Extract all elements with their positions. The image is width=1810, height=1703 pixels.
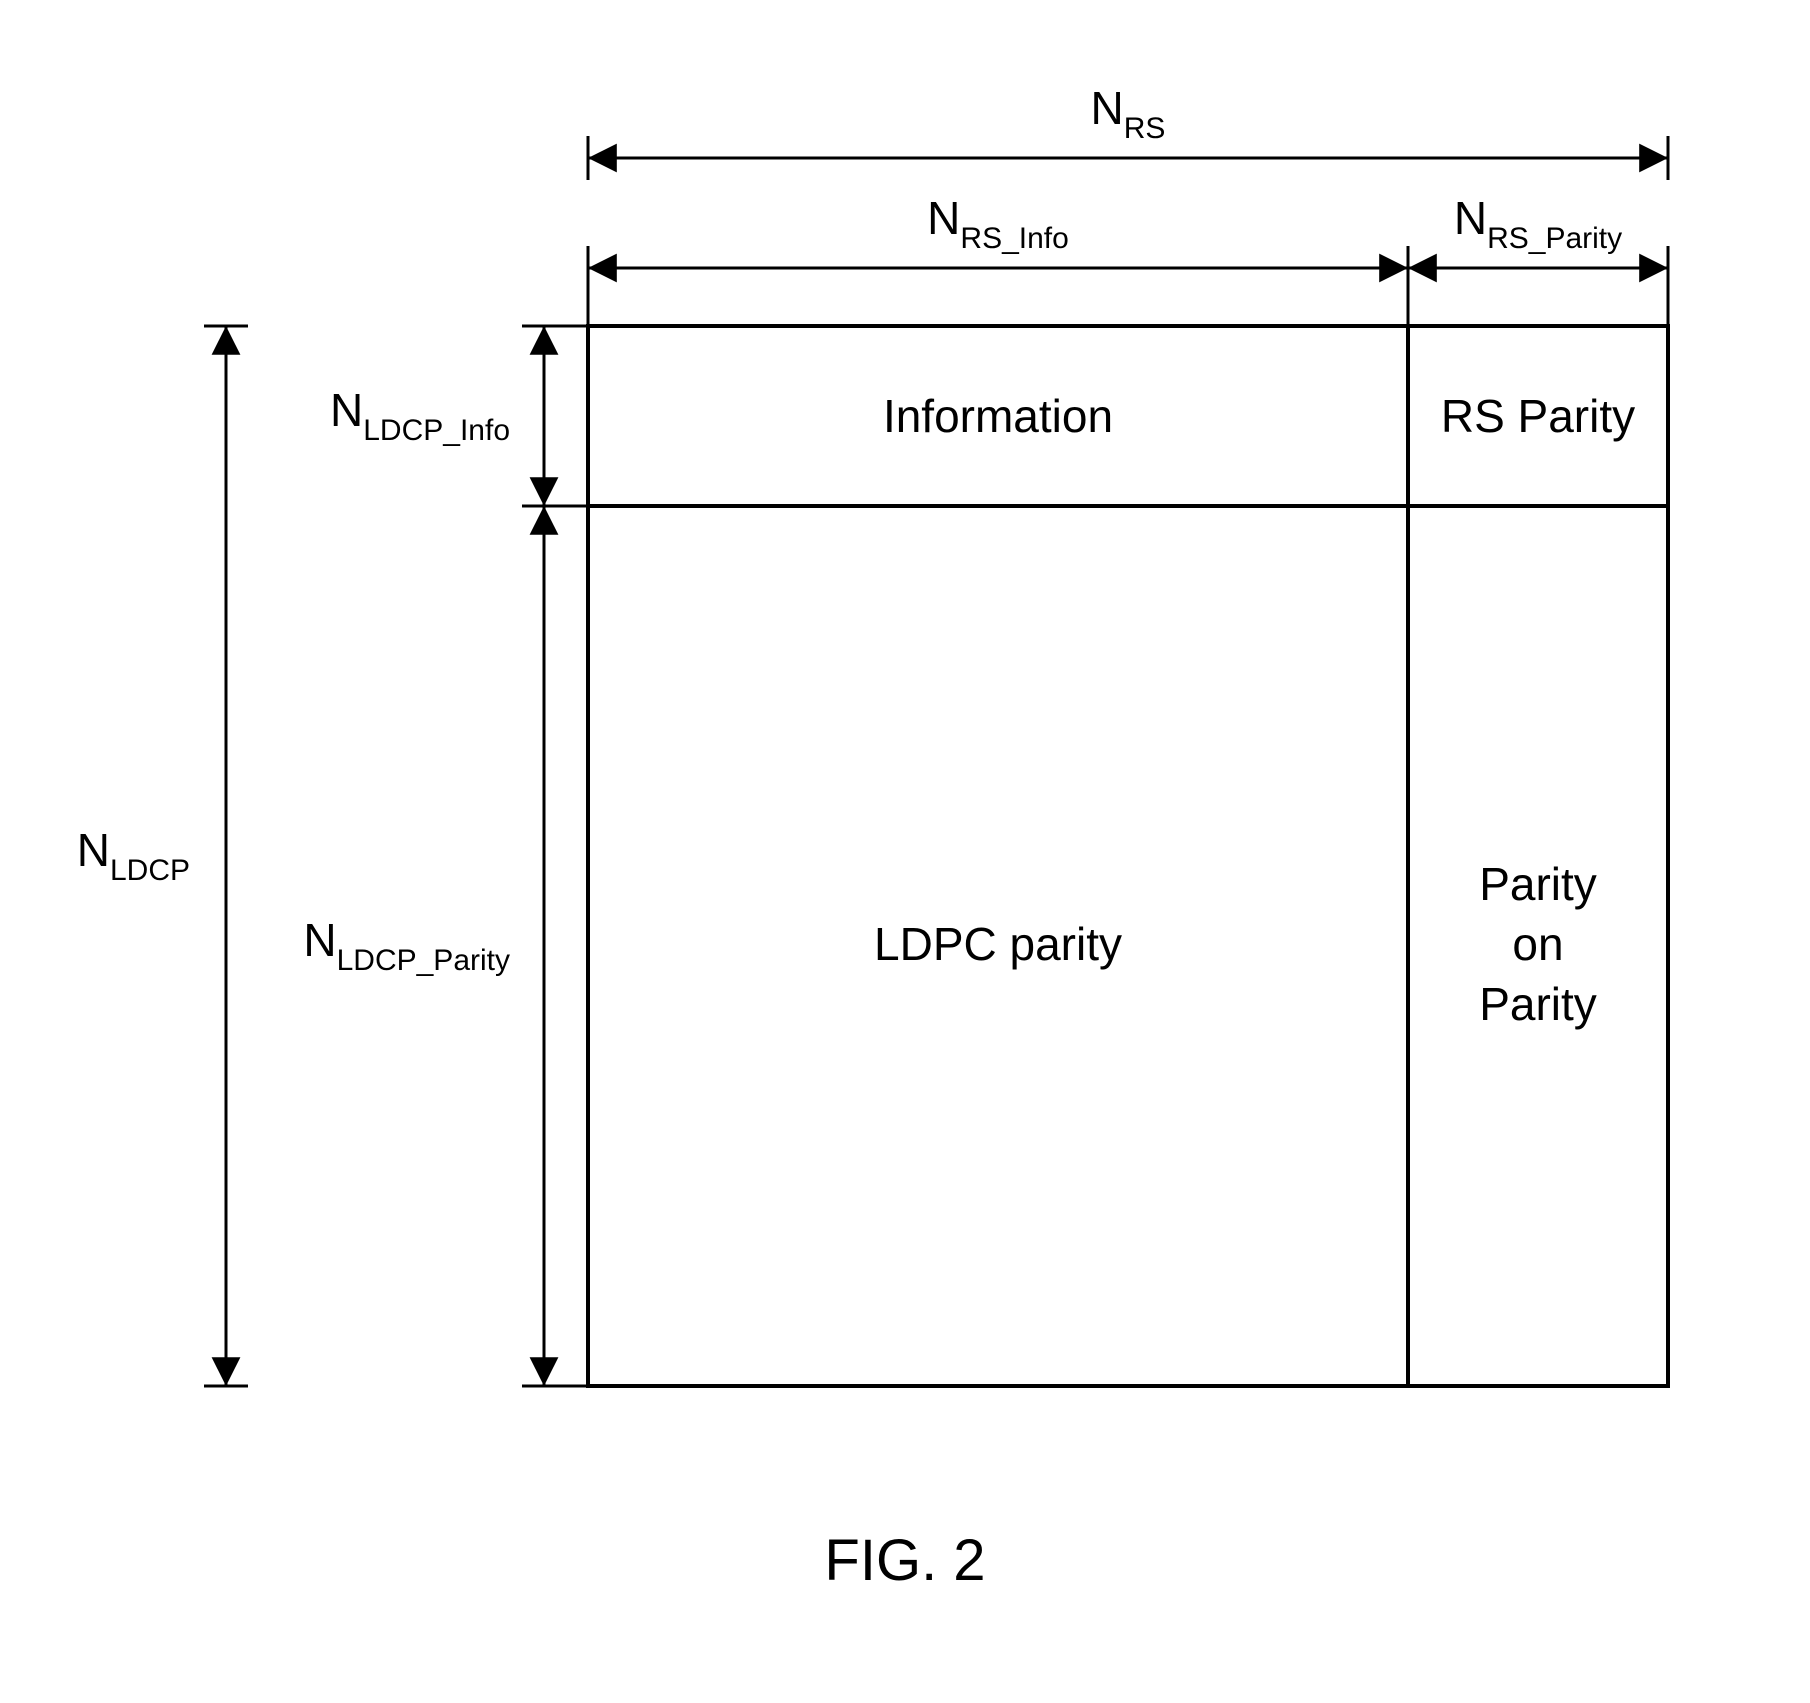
dim-nldcp-parity-label: NLDCP_Parity xyxy=(303,914,510,977)
cell-pop-l3: Parity xyxy=(1479,978,1597,1030)
cell-information: Information xyxy=(883,390,1113,442)
cell-pop-l2: on xyxy=(1512,918,1563,970)
diagram-stage: Information RS Parity LDPC parity Parity… xyxy=(0,0,1810,1703)
figure-label: FIG. 2 xyxy=(824,1528,985,1593)
cell-rs-parity: RS Parity xyxy=(1441,390,1635,442)
cell-ldpc-parity: LDPC parity xyxy=(874,918,1122,970)
dim-nldcp-info-label: NLDCP_Info xyxy=(330,384,510,447)
dim-nrs-parity-label: NRS_Parity xyxy=(1454,192,1622,255)
diagram-svg: Information RS Parity LDPC parity Parity… xyxy=(0,0,1810,1703)
codeword-box xyxy=(588,326,1668,1386)
dim-nrs-label: NRS xyxy=(1091,82,1166,145)
dim-nldcp-label: NLDCP xyxy=(77,824,190,887)
dim-nrs-info-label: NRS_Info xyxy=(927,192,1069,255)
cell-pop-l1: Parity xyxy=(1479,858,1597,910)
